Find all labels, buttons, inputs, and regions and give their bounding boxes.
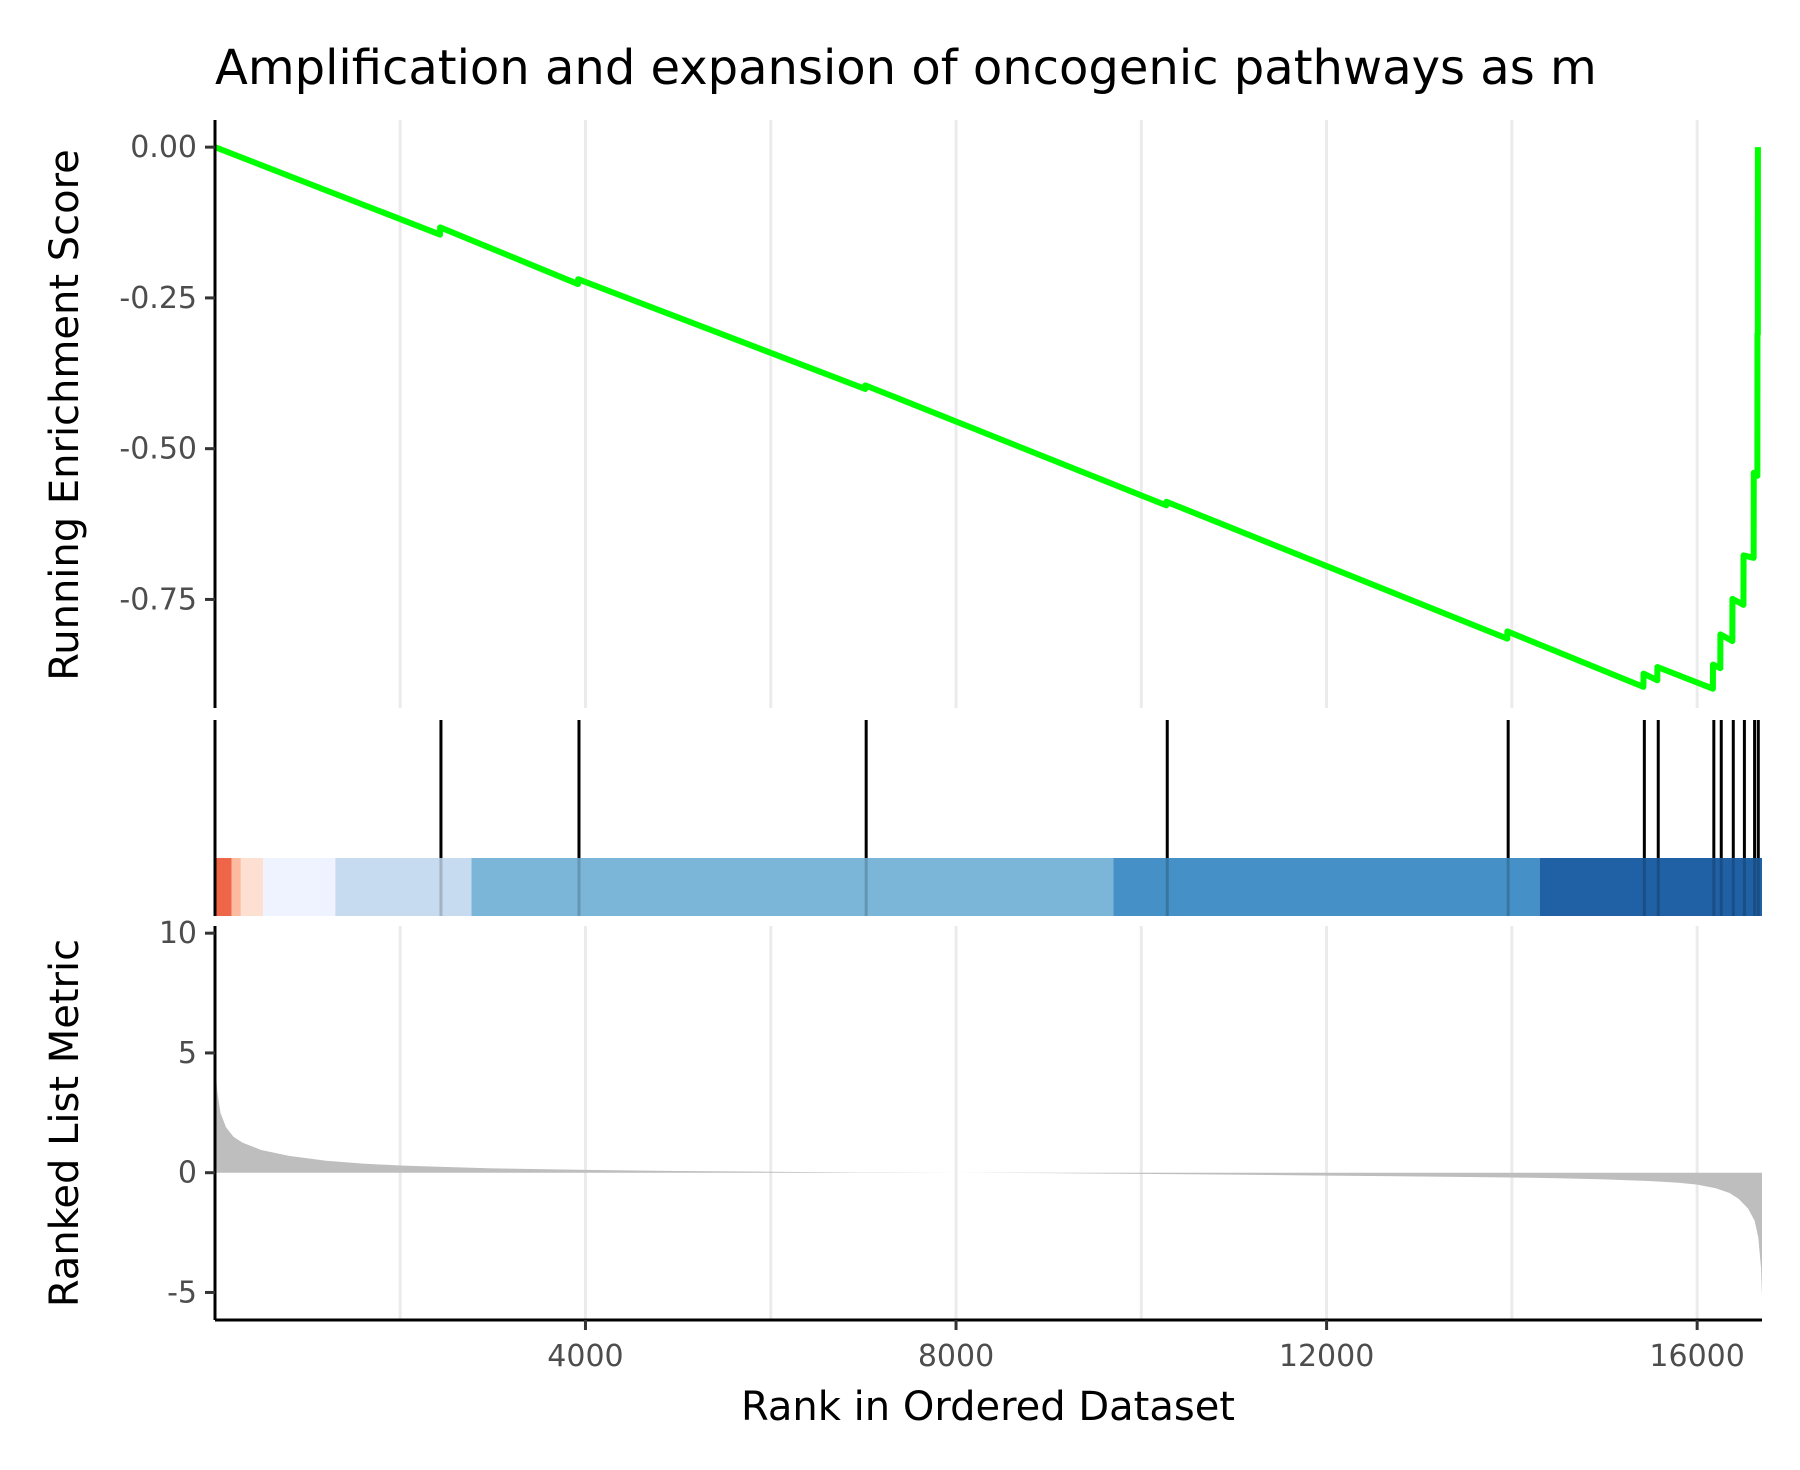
gene-hit-markers <box>439 720 1760 916</box>
x-tick-label: 4000 <box>547 1339 623 1374</box>
y-tick-label: 10 <box>159 916 197 951</box>
top-panel-grid <box>398 120 1699 708</box>
x-tick-label: 16000 <box>1649 1339 1744 1374</box>
y-tick-label: 5 <box>178 1036 197 1071</box>
y-axis-title-top: Running Enrichment Score <box>42 149 88 681</box>
bottom-y-ticks: 10 5 0 -5 <box>159 916 215 1310</box>
color-bar-segment <box>240 858 264 916</box>
y-tick-label: -0.50 <box>119 432 197 467</box>
color-bar-segment <box>231 858 241 916</box>
x-ticks: 4000 8000 12000 16000 <box>547 1320 1745 1374</box>
color-bar-segment <box>215 858 232 916</box>
x-axis-title: Rank in Ordered Dataset <box>741 1384 1235 1430</box>
bottom-panel-grid <box>398 926 1699 1320</box>
x-tick-label: 8000 <box>918 1339 994 1374</box>
chart-title: Amplification and expansion of oncogenic… <box>215 40 1597 96</box>
color-bar-segment <box>263 858 336 916</box>
y-tick-label: -5 <box>167 1275 197 1310</box>
y-tick-label: -0.75 <box>119 582 197 617</box>
y-axis-title-bottom: Ranked List Metric <box>42 939 88 1307</box>
color-bar-segment <box>335 858 472 916</box>
color-bar-segment <box>1113 858 1540 916</box>
x-tick-label: 12000 <box>1279 1339 1374 1374</box>
y-tick-label: 0 <box>178 1156 197 1191</box>
ranked-metric-area <box>215 1060 1762 1298</box>
y-tick-label: -0.25 <box>119 281 197 316</box>
y-tick-label: 0.00 <box>130 130 197 165</box>
color-bar-segment <box>1539 858 1762 916</box>
color-bar-segment <box>471 858 1114 916</box>
running-score-line <box>213 144 1761 692</box>
top-y-ticks: 0.00 -0.25 -0.50 -0.75 <box>119 130 215 617</box>
ranked-color-bar <box>215 858 1762 916</box>
